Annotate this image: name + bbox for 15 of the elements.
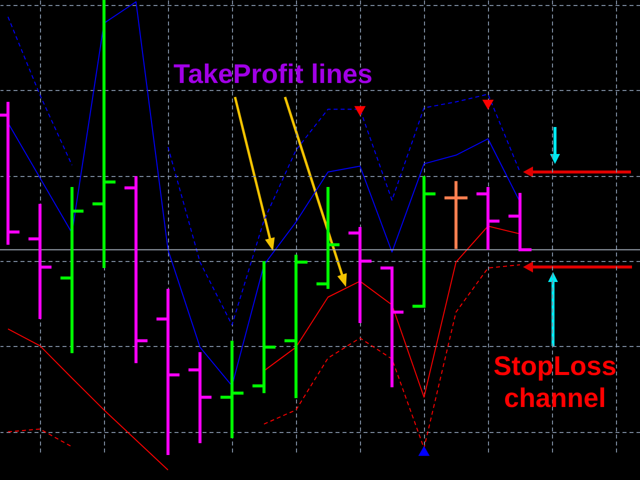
annotation: TakeProfit lines	[173, 59, 373, 89]
candlestick	[250, 261, 278, 394]
candlestick	[122, 176, 150, 364]
candlestick	[346, 227, 374, 324]
candlestick	[26, 204, 54, 319]
candlestick	[442, 181, 470, 249]
candlestick	[218, 340, 246, 438]
candlestick	[410, 176, 438, 308]
annotation: StopLoss channel	[493, 351, 617, 413]
candlestick	[314, 187, 342, 289]
candlestick	[282, 254, 310, 398]
candlestick	[474, 187, 502, 250]
candlestick	[506, 192, 534, 252]
candlestick	[186, 352, 214, 444]
candlestick	[58, 187, 86, 354]
